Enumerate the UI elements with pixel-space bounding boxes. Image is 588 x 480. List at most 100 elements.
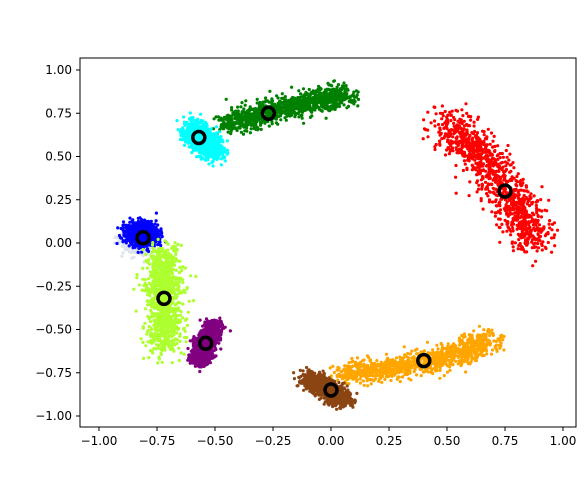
data-point	[511, 245, 515, 249]
data-point	[239, 130, 243, 134]
data-point	[443, 109, 447, 114]
data-point	[421, 137, 425, 141]
data-point	[471, 165, 475, 169]
data-point	[434, 112, 438, 116]
data-point	[207, 138, 211, 142]
data-point	[331, 104, 335, 108]
data-point	[498, 240, 502, 244]
data-point	[298, 98, 302, 103]
data-point	[493, 200, 497, 204]
data-point	[511, 161, 515, 165]
data-point	[535, 249, 539, 253]
data-point	[528, 230, 532, 234]
data-point	[237, 115, 241, 119]
data-point	[523, 207, 527, 211]
data-point	[211, 164, 215, 168]
data-point	[287, 108, 291, 112]
data-point	[219, 137, 223, 141]
data-point	[501, 230, 505, 234]
data-point	[550, 228, 554, 232]
data-point	[472, 124, 476, 128]
data-point	[307, 100, 311, 104]
data-point	[550, 250, 554, 254]
data-point	[211, 149, 216, 153]
data-point	[485, 137, 489, 141]
data-point	[253, 122, 258, 127]
data-point	[203, 158, 207, 162]
data-point	[185, 323, 190, 327]
data-point	[170, 361, 174, 365]
data-point	[302, 121, 306, 125]
data-point	[493, 173, 498, 177]
data-point	[465, 166, 469, 170]
data-point	[433, 147, 437, 152]
data-point	[186, 310, 190, 314]
data-point	[348, 99, 352, 104]
data-point	[473, 134, 478, 138]
data-point	[312, 104, 316, 109]
data-point	[238, 126, 242, 130]
data-point	[257, 103, 262, 107]
data-point	[335, 85, 339, 89]
data-point	[187, 125, 191, 129]
data-point	[231, 124, 236, 128]
data-point	[429, 121, 433, 125]
data-point	[123, 247, 127, 251]
data-point	[136, 250, 140, 254]
data-point	[490, 200, 495, 204]
data-point	[265, 99, 269, 103]
data-point	[452, 115, 456, 120]
data-point	[475, 181, 479, 185]
data-point	[212, 155, 216, 159]
data-point	[314, 89, 318, 93]
data-point	[447, 129, 451, 133]
data-point	[351, 94, 355, 98]
data-point	[206, 158, 210, 162]
data-point	[521, 196, 525, 200]
data-point	[473, 158, 477, 162]
data-point	[466, 158, 470, 162]
data-point	[304, 90, 308, 95]
data-point	[555, 228, 560, 232]
data-point	[195, 155, 199, 159]
data-point	[128, 216, 132, 220]
data-point	[465, 111, 469, 115]
data-point	[330, 84, 334, 88]
data-point	[147, 356, 151, 360]
data-point	[241, 116, 245, 120]
data-point	[547, 198, 551, 202]
data-point	[321, 100, 325, 104]
data-point	[518, 242, 522, 246]
data-point	[283, 95, 287, 99]
data-point	[546, 240, 550, 245]
data-point	[141, 254, 145, 258]
data-point	[177, 358, 181, 363]
data-point	[487, 198, 492, 202]
data-point	[463, 133, 467, 137]
data-point	[498, 180, 503, 184]
data-point	[511, 249, 515, 253]
data-point	[481, 162, 486, 166]
data-point	[243, 129, 247, 133]
data-point	[531, 264, 535, 268]
data-point	[127, 229, 131, 233]
data-point	[274, 117, 278, 121]
data-point	[516, 212, 520, 216]
data-point	[467, 194, 471, 198]
data-point	[270, 99, 275, 103]
data-point	[548, 219, 552, 223]
data-point	[512, 166, 516, 170]
data-point	[322, 91, 326, 95]
data-point	[130, 242, 134, 246]
data-point	[499, 161, 503, 165]
data-point	[258, 121, 262, 125]
data-point	[187, 299, 191, 303]
data-point	[318, 97, 323, 101]
data-point	[179, 133, 183, 137]
data-point	[130, 228, 134, 233]
data-point	[187, 145, 191, 149]
data-point	[510, 240, 514, 244]
data-point	[313, 101, 317, 105]
data-point	[496, 144, 500, 148]
data-point	[440, 123, 445, 127]
